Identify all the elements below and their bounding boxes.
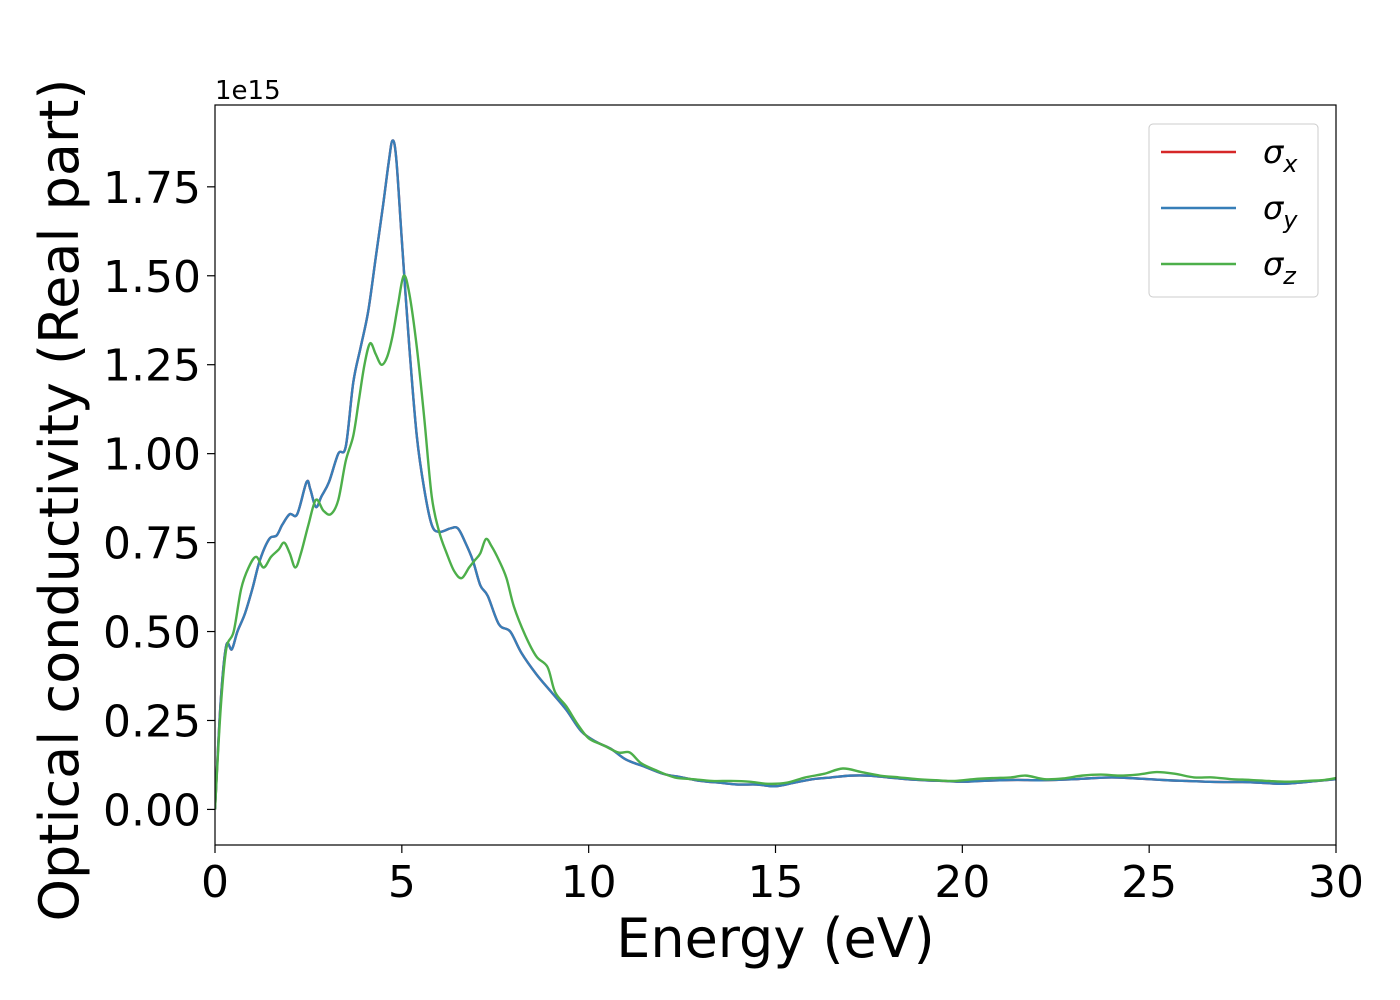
series-line-2 (215, 274, 1336, 810)
y-offset-label: 1e15 (215, 76, 281, 106)
legend-item: σz (1161, 245, 1297, 290)
x-tick-label: 25 (1121, 857, 1177, 908)
x-tick-label: 0 (201, 857, 229, 908)
legend: σx σy σz (1148, 123, 1319, 298)
y-axis: 0.00 0.25 0.50 0.75 1.00 1.25 1.50 1.75 (103, 163, 215, 836)
x-tick-label: 30 (1308, 857, 1364, 908)
legend-label: σy (1263, 189, 1298, 234)
y-tick-label: 0.25 (103, 696, 201, 747)
y-tick-label: 0.75 (103, 519, 201, 570)
x-axis-title: Energy (eV) (616, 907, 935, 970)
x-tick-label: 10 (561, 857, 617, 908)
x-tick-label: 5 (388, 857, 416, 908)
y-tick-label: 1.50 (103, 252, 201, 303)
y-axis-title: Optical conductivity (Real part) (28, 79, 91, 922)
legend-box (1148, 123, 1319, 298)
y-tick-label: 1.00 (103, 430, 201, 481)
y-tick-label: 1.75 (103, 163, 201, 214)
x-tick-label: 20 (934, 857, 990, 908)
legend-label: σx (1263, 133, 1298, 178)
x-tick-label: 15 (748, 857, 804, 908)
y-tick-label: 0.00 (103, 785, 201, 836)
y-tick-label: 0.50 (103, 608, 201, 659)
legend-item: σx (1161, 133, 1298, 178)
legend-label: σz (1263, 245, 1297, 290)
series-layer (215, 139, 1336, 810)
x-axis: 0 5 10 15 20 25 30 (201, 845, 1364, 908)
legend-item: σy (1161, 189, 1298, 234)
y-tick-label: 1.25 (103, 341, 201, 392)
